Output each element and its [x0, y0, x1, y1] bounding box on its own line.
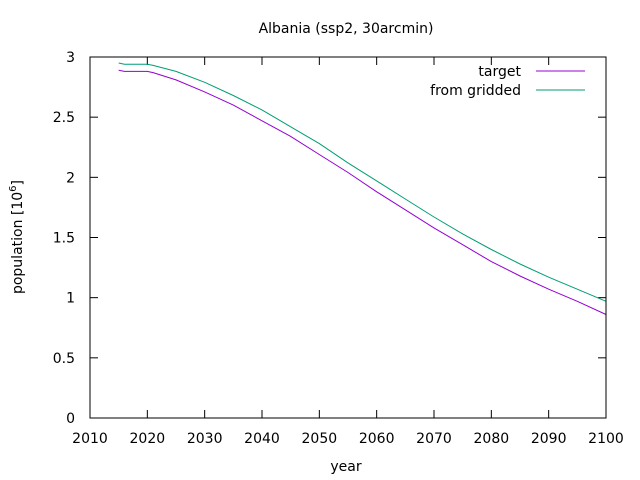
x-tick-label: 2060: [359, 431, 395, 447]
y-tick-label: 1: [66, 291, 75, 307]
x-tick-label: 2050: [302, 431, 338, 447]
y-tick-label: 0.5: [53, 351, 75, 367]
x-tick-label: 2010: [72, 431, 108, 447]
x-tick-label: 2040: [244, 431, 280, 447]
y-tick-label: 2: [66, 170, 75, 186]
x-tick-label: 2100: [588, 431, 624, 447]
plot-frame: [89, 56, 607, 419]
legend-label-target: target: [478, 64, 521, 80]
series-layer: [118, 62, 607, 315]
x-tick-label: 2090: [531, 431, 567, 447]
x-tick-label: 2080: [474, 431, 510, 447]
y-tick-label: 2.5: [53, 110, 75, 126]
y-axis-label-main: population [10: [10, 192, 26, 294]
x-tick-label: 2020: [130, 431, 166, 447]
y-tick-label: 1.5: [53, 231, 75, 247]
x-tick-label: 2030: [187, 431, 223, 447]
y-axis-label-exponent: 6: [8, 185, 19, 191]
legend: target from gridded: [430, 64, 585, 99]
x-axis-ticks: 2010 2020 2030 2040 2050 2060 2070 2080 2090 2100: [72, 57, 624, 447]
x-tick-label: 2070: [416, 431, 452, 447]
series-line-target: [118, 69, 607, 315]
legend-label-from-gridded: from gridded: [430, 83, 521, 99]
y-tick-label: 0: [66, 411, 75, 427]
series-line-from-gridded: [118, 62, 607, 302]
y-axis-label: population [106]: [8, 180, 26, 294]
chart-title: Albania (ssp2, 30arcmin): [259, 21, 434, 37]
y-tick-label: 3: [66, 50, 75, 66]
x-axis-label: year: [330, 459, 361, 475]
y-axis-label-close: ]: [10, 180, 26, 185]
y-axis-ticks: 0 0.5 1 1.5 2 2.5 3: [53, 50, 606, 427]
